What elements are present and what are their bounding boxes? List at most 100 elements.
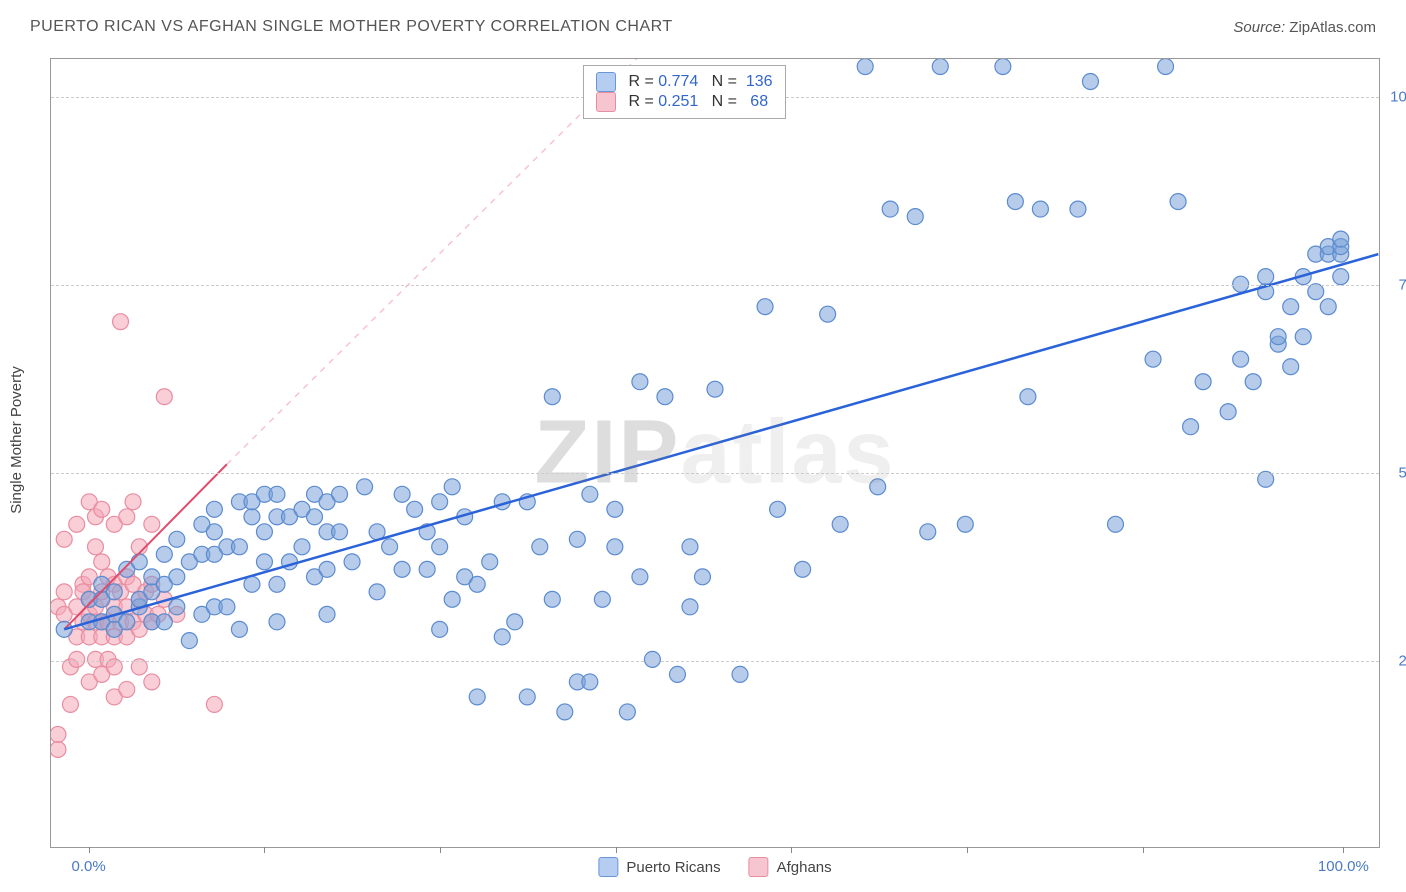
data-point	[94, 554, 110, 570]
legend-swatch-icon	[598, 857, 618, 877]
data-point	[557, 704, 573, 720]
x-tick	[89, 847, 90, 853]
data-point	[1082, 74, 1098, 90]
data-point	[69, 516, 85, 532]
data-point	[1070, 201, 1086, 217]
data-point	[657, 389, 673, 405]
y-tick-label: 50.0%	[1398, 464, 1406, 481]
data-point	[56, 531, 72, 547]
y-tick-label: 75.0%	[1398, 276, 1406, 293]
chart-title: PUERTO RICAN VS AFGHAN SINGLE MOTHER POV…	[30, 18, 673, 36]
data-point	[920, 524, 936, 540]
stats-row: R = 0.251 N = 68	[596, 92, 773, 112]
data-point	[94, 501, 110, 517]
data-point	[519, 689, 535, 705]
data-point	[51, 741, 66, 757]
data-point	[1258, 269, 1274, 285]
data-point	[582, 674, 598, 690]
data-point	[269, 486, 285, 502]
data-point	[119, 509, 135, 525]
data-point	[1007, 194, 1023, 210]
legend-swatch-icon	[749, 857, 769, 877]
data-point	[51, 726, 66, 742]
data-point	[1158, 59, 1174, 74]
data-point	[607, 501, 623, 517]
data-point	[732, 666, 748, 682]
data-point	[832, 516, 848, 532]
data-point	[206, 696, 222, 712]
source-label: Source:	[1233, 19, 1285, 36]
data-point	[256, 554, 272, 570]
data-point	[682, 539, 698, 555]
legend-label: Afghans	[777, 859, 832, 876]
data-point	[219, 599, 235, 615]
data-point	[231, 621, 247, 637]
stats-swatch-icon	[596, 72, 616, 92]
gridline	[51, 661, 1379, 662]
data-point	[444, 591, 460, 607]
data-point	[1320, 299, 1336, 315]
data-point	[669, 666, 685, 682]
stats-row: R = 0.774 N = 136	[596, 72, 773, 92]
data-point	[870, 479, 886, 495]
data-point	[244, 509, 260, 525]
data-point	[432, 494, 448, 510]
data-point	[88, 539, 104, 555]
data-point	[169, 599, 185, 615]
data-point	[469, 689, 485, 705]
data-point	[156, 614, 172, 630]
data-point	[1145, 351, 1161, 367]
data-point	[269, 614, 285, 630]
data-point	[482, 554, 498, 570]
x-tick	[791, 847, 792, 853]
data-point	[932, 59, 948, 74]
x-tick-label: 100.0%	[1318, 858, 1369, 875]
x-tick-label: 0.0%	[72, 858, 106, 875]
data-point	[131, 554, 147, 570]
x-tick	[1343, 847, 1344, 853]
data-point	[544, 389, 560, 405]
data-point	[1295, 329, 1311, 345]
y-tick-label: 25.0%	[1398, 652, 1406, 669]
data-point	[1195, 374, 1211, 390]
data-point	[569, 531, 585, 547]
data-point	[69, 651, 85, 667]
data-point	[1270, 329, 1286, 345]
data-point	[1308, 284, 1324, 300]
data-point	[907, 209, 923, 225]
data-point	[56, 584, 72, 600]
data-point	[256, 524, 272, 540]
data-point	[1233, 351, 1249, 367]
x-tick	[264, 847, 265, 853]
data-point	[1283, 359, 1299, 375]
data-point	[532, 539, 548, 555]
data-point	[369, 584, 385, 600]
data-point	[857, 59, 873, 74]
data-point	[319, 561, 335, 577]
data-point	[544, 591, 560, 607]
data-point	[444, 479, 460, 495]
data-point	[294, 539, 310, 555]
data-point	[156, 546, 172, 562]
gridline	[51, 285, 1379, 286]
data-point	[307, 509, 323, 525]
data-point	[357, 479, 373, 495]
data-point	[469, 576, 485, 592]
data-point	[795, 561, 811, 577]
data-point	[607, 539, 623, 555]
data-point	[1220, 404, 1236, 420]
data-point	[1108, 516, 1124, 532]
data-point	[1032, 201, 1048, 217]
series-legend: Puerto Ricans Afghans	[598, 857, 831, 877]
data-point	[957, 516, 973, 532]
gridline	[51, 473, 1379, 474]
data-point	[269, 576, 285, 592]
data-point	[344, 554, 360, 570]
data-point	[707, 381, 723, 397]
data-point	[594, 591, 610, 607]
data-point	[820, 306, 836, 322]
y-tick-label: 100.0%	[1390, 88, 1406, 105]
data-point	[1333, 269, 1349, 285]
data-point	[757, 299, 773, 315]
data-point	[206, 524, 222, 540]
